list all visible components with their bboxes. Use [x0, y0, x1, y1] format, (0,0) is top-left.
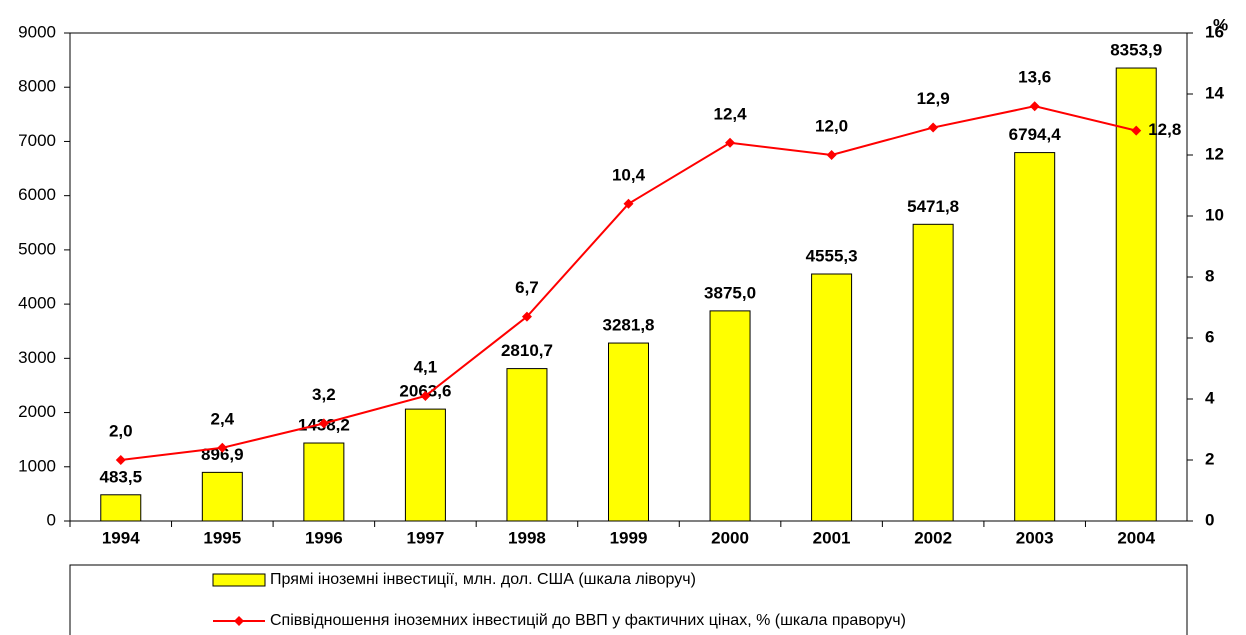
y-tick-label: 2000 [18, 402, 56, 421]
line-marker [826, 150, 837, 160]
bar-value-label: 4555,3 [806, 246, 858, 265]
y-tick-label: 0 [47, 510, 56, 529]
line-marker [217, 442, 228, 453]
bar-value-label: 6794,4 [1009, 125, 1062, 144]
x-tick-label: 2001 [813, 528, 851, 547]
x-tick-label: 1995 [203, 528, 241, 547]
y-tick-label: 7000 [18, 131, 56, 150]
bar [303, 442, 345, 522]
x-tick-label: 2003 [1016, 528, 1054, 547]
y2-tick-label: 4 [1205, 388, 1215, 407]
x-tick-label: 1996 [305, 528, 343, 547]
x-tick-label: 1994 [102, 528, 140, 547]
line-marker [725, 137, 736, 148]
y2-tick-label: 16 [1205, 22, 1224, 41]
x-tick-label: 2000 [711, 528, 749, 547]
x-tick-label: 1998 [508, 528, 546, 547]
legend-label: Співвідношення іноземних інвестицій до В… [270, 612, 906, 629]
y2-tick-label: 14 [1205, 83, 1224, 102]
y-tick-label: 1000 [18, 456, 56, 475]
y2-tick-label: 0 [1205, 510, 1214, 529]
line-marker [623, 198, 634, 209]
bar [912, 223, 954, 522]
line-value-label: 10,4 [612, 165, 646, 184]
y-tick-label: 4000 [18, 294, 56, 313]
line-marker [1029, 101, 1040, 112]
bar [404, 408, 446, 522]
line-marker [115, 455, 126, 465]
bar [506, 368, 548, 522]
y2-tick-label: 12 [1205, 144, 1224, 163]
y-tick-label: 3000 [18, 348, 56, 367]
x-tick-label: 2002 [914, 528, 952, 547]
y2-tick-label: 10 [1205, 205, 1224, 224]
bar-value-label: 8353,9 [1110, 41, 1162, 60]
bar [100, 494, 142, 522]
line-marker [1131, 125, 1142, 136]
line-value-label: 2,4 [210, 409, 234, 428]
y2-axis-label: % [1213, 15, 1228, 34]
bar-value-label: 2810,7 [501, 341, 553, 360]
line-value-label: 4,1 [414, 357, 438, 376]
line-marker [420, 390, 431, 401]
line-value-label: 12,9 [917, 89, 950, 108]
y2-tick-label: 8 [1205, 266, 1214, 285]
line-marker [318, 418, 329, 429]
bar-value-label: 483,5 [99, 467, 142, 486]
line-value-label: 6,7 [515, 278, 539, 297]
legend-marker [234, 616, 244, 626]
x-tick-label: 1997 [406, 528, 444, 547]
y-tick-label: 5000 [18, 239, 56, 258]
bar [709, 310, 751, 522]
bar-value-label: 5471,8 [907, 197, 959, 216]
bar [608, 342, 649, 522]
y-tick-label: 9000 [18, 22, 56, 41]
line-marker [928, 122, 939, 133]
x-tick-label: 2004 [1117, 528, 1155, 547]
legend-swatch [212, 573, 266, 587]
bar [201, 471, 243, 522]
bar [1014, 152, 1056, 522]
x-tick-label: 1999 [610, 528, 648, 547]
y2-tick-label: 2 [1205, 449, 1214, 468]
line-marker [521, 311, 532, 322]
line-value-label: 12,4 [713, 104, 747, 123]
line-value-label: 3,2 [312, 385, 336, 404]
y-tick-label: 6000 [18, 185, 56, 204]
y2-tick-label: 6 [1205, 327, 1214, 346]
bar-value-label: 3875,0 [704, 283, 756, 302]
legend-label: Прямі іноземні інвестиції, млн. дол. США… [270, 571, 696, 588]
line-value-label: 12,8 [1148, 120, 1181, 139]
bar-value-label: 3281,8 [603, 316, 655, 335]
bar [811, 273, 853, 522]
line-value-label: 2,0 [109, 421, 133, 440]
bar [1115, 67, 1157, 522]
y-tick-label: 8000 [18, 77, 56, 96]
line-value-label: 13,6 [1018, 68, 1051, 87]
line-value-label: 12,0 [815, 116, 848, 135]
